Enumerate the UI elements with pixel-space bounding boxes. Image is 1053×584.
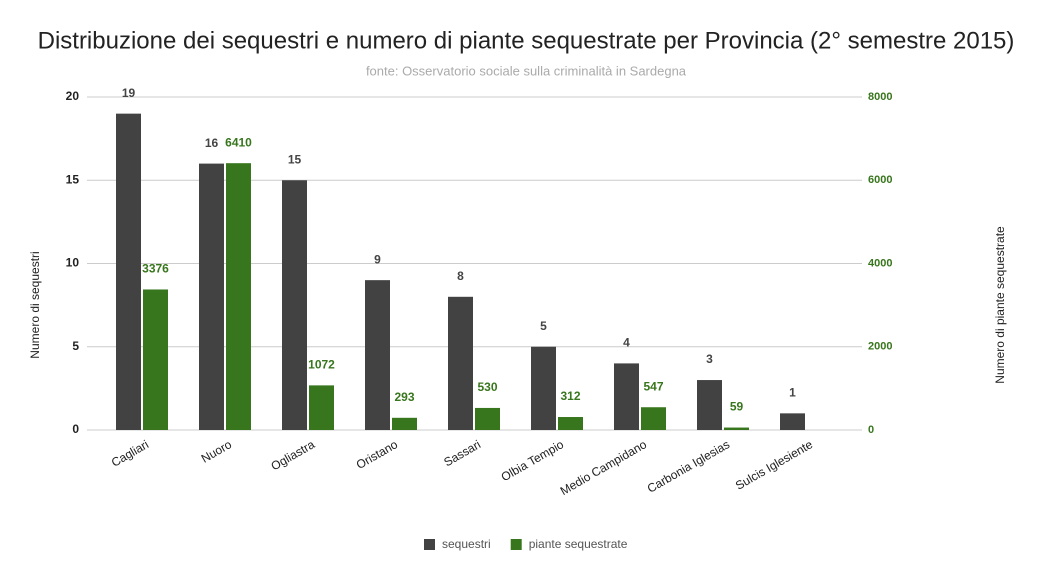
value-label: 1072 bbox=[308, 358, 335, 372]
chart-title: Distribuzione dei sequestri e numero di … bbox=[38, 27, 1015, 54]
bar bbox=[226, 163, 251, 430]
value-label: 15 bbox=[288, 152, 302, 166]
bar bbox=[448, 296, 473, 430]
value-label: 3376 bbox=[142, 262, 169, 276]
y2-tick-label: 2000 bbox=[868, 341, 892, 353]
bar bbox=[282, 180, 307, 430]
bar bbox=[199, 163, 224, 430]
y2-tick-label: 6000 bbox=[868, 174, 892, 186]
y-tick-label: 20 bbox=[66, 89, 80, 103]
value-label: 59 bbox=[730, 400, 744, 414]
bar bbox=[531, 346, 556, 430]
y-axis-title: Numero di sequestri bbox=[28, 251, 42, 358]
bar bbox=[697, 380, 722, 430]
value-label: 3 bbox=[706, 352, 713, 366]
value-label: 5 bbox=[540, 319, 547, 333]
y-tick-label: 15 bbox=[66, 172, 80, 186]
value-label: 293 bbox=[394, 390, 414, 404]
value-label: 6410 bbox=[225, 135, 252, 149]
value-label: 1 bbox=[789, 386, 796, 400]
value-label: 9 bbox=[374, 252, 381, 266]
legend-label: piante sequestrate bbox=[529, 537, 628, 551]
y-tick-label: 10 bbox=[66, 256, 80, 270]
bar bbox=[614, 363, 639, 430]
y2-tick-label: 4000 bbox=[868, 257, 892, 269]
value-label: 8 bbox=[457, 269, 464, 283]
bar bbox=[365, 280, 390, 430]
y-tick-label: 5 bbox=[72, 339, 79, 353]
legend-label: sequestri bbox=[442, 537, 491, 551]
bar bbox=[475, 407, 500, 430]
value-label: 19 bbox=[122, 86, 136, 100]
y2-axis-title: Numero di piante sequestrate bbox=[993, 226, 1007, 384]
value-label: 4 bbox=[623, 336, 630, 350]
bar bbox=[392, 417, 417, 430]
value-label: 530 bbox=[477, 380, 497, 394]
y2-tick-label: 8000 bbox=[868, 91, 892, 103]
chart-subtitle: fonte: Osservatorio sociale sulla crimin… bbox=[366, 63, 687, 78]
bar bbox=[724, 427, 749, 430]
bar bbox=[309, 385, 334, 430]
bar bbox=[780, 413, 805, 430]
bar bbox=[143, 289, 168, 430]
bar bbox=[116, 113, 141, 431]
legend-swatch bbox=[510, 539, 522, 550]
bar bbox=[641, 407, 666, 430]
bar bbox=[558, 417, 583, 430]
y-tick-label: 0 bbox=[72, 422, 79, 436]
value-label: 16 bbox=[205, 136, 219, 150]
value-label: 312 bbox=[560, 389, 580, 403]
value-label: 547 bbox=[643, 379, 663, 393]
y2-tick-label: 0 bbox=[868, 424, 874, 436]
legend-swatch bbox=[424, 539, 435, 550]
